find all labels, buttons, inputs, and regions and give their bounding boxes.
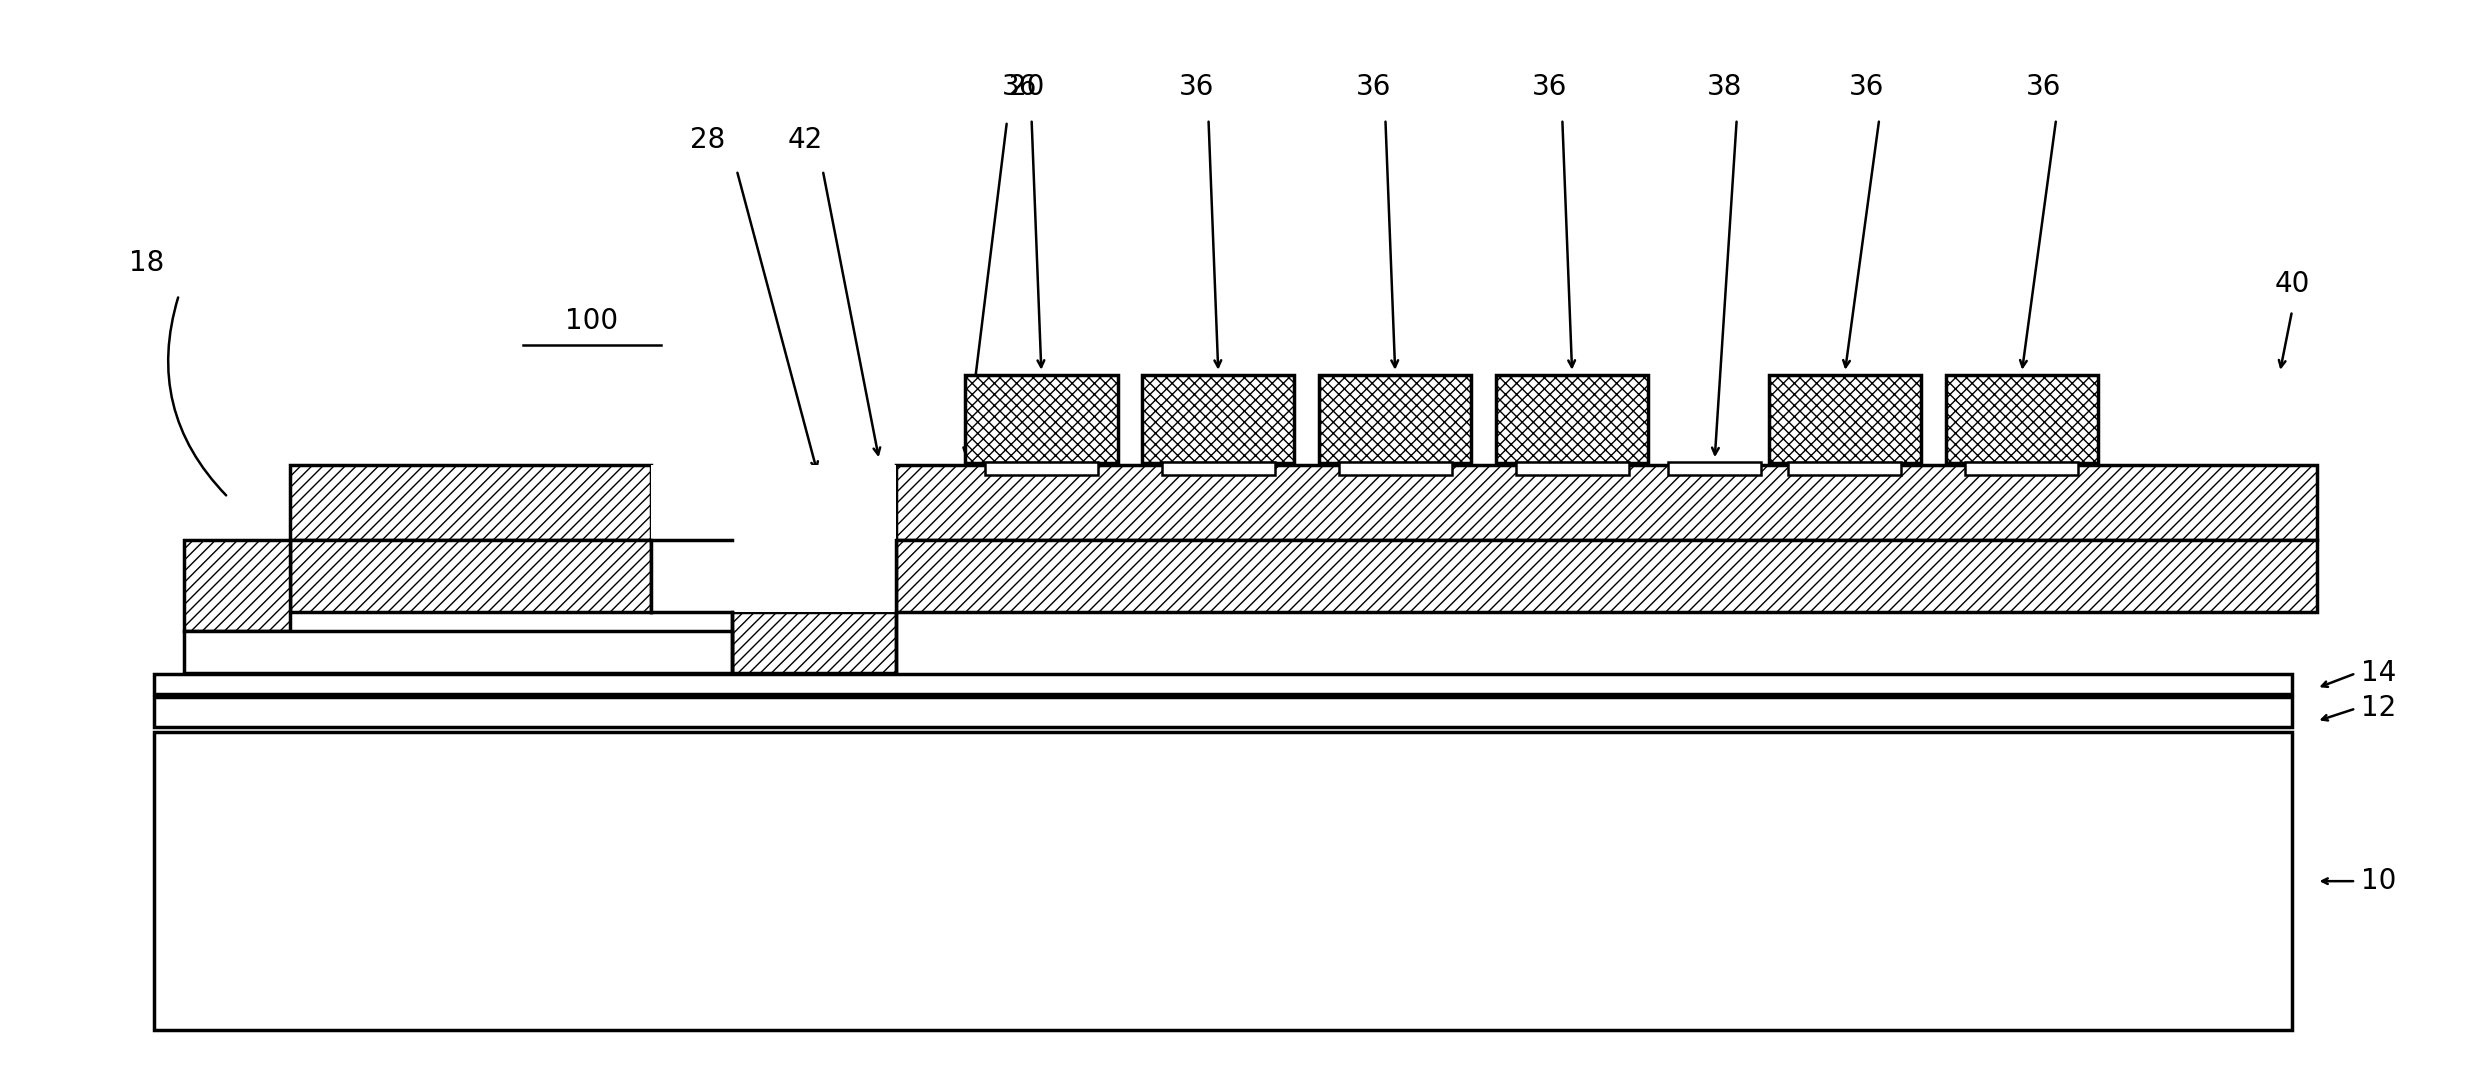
Bar (986, 462, 1097, 475)
Bar (1668, 462, 1762, 475)
Text: 36: 36 (1001, 73, 1038, 100)
Bar (1142, 375, 1295, 463)
Text: 36: 36 (1848, 73, 1885, 100)
Text: 18: 18 (128, 248, 166, 276)
Text: 36: 36 (1532, 73, 1567, 100)
Bar (897, 465, 2318, 540)
Text: 38: 38 (1707, 73, 1742, 100)
Text: 14: 14 (2360, 659, 2397, 687)
Text: 36: 36 (1179, 73, 1213, 100)
Bar (1320, 375, 1470, 463)
Bar (183, 631, 731, 673)
Text: 40: 40 (2273, 270, 2310, 298)
Bar (1945, 375, 2098, 463)
Bar (289, 465, 650, 540)
Bar (731, 612, 897, 673)
Bar (650, 540, 897, 612)
Text: 100: 100 (566, 308, 618, 336)
Bar (153, 732, 2293, 1030)
Bar (183, 540, 289, 631)
Text: 12: 12 (2360, 694, 2397, 723)
Bar (966, 375, 1117, 463)
Text: 36: 36 (1357, 73, 1391, 100)
Text: 28: 28 (689, 126, 724, 154)
Text: 42: 42 (788, 126, 823, 154)
Bar (1789, 462, 1900, 475)
Bar (289, 540, 650, 612)
Bar (1161, 462, 1275, 475)
Text: 36: 36 (2026, 73, 2061, 100)
Text: 10: 10 (2360, 867, 2397, 895)
Bar (897, 540, 2318, 612)
Bar (1495, 375, 1648, 463)
Bar (1339, 462, 1453, 475)
Bar (1515, 462, 1628, 475)
Bar (650, 465, 897, 540)
Bar (153, 697, 2293, 727)
Bar (153, 674, 2293, 693)
Text: 20: 20 (1008, 73, 1045, 100)
Bar (1964, 462, 2078, 475)
Bar (1769, 375, 1920, 463)
